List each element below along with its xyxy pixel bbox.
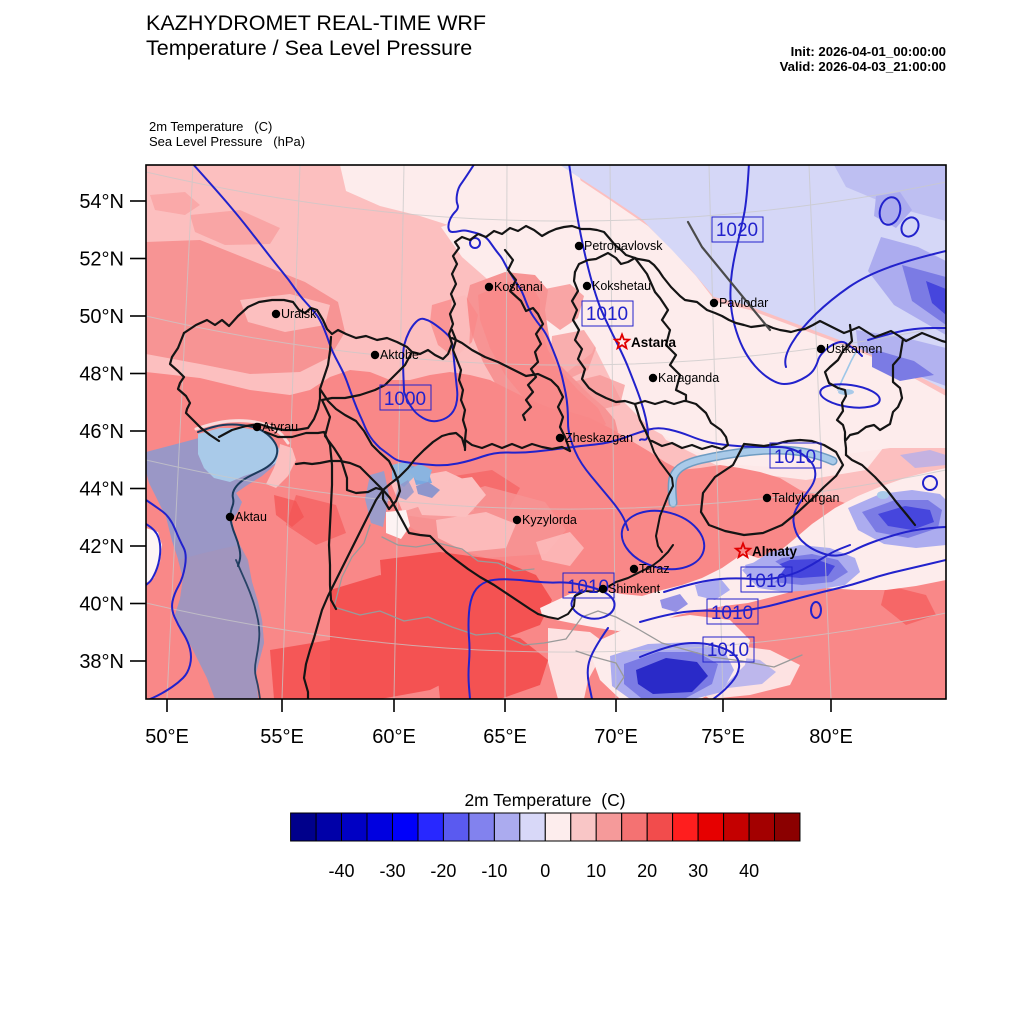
svg-text:Aktau: Aktau	[235, 510, 267, 524]
svg-text:10: 10	[586, 861, 606, 881]
svg-text:0: 0	[540, 861, 550, 881]
svg-text:Temperature / Sea Level Pressu: Temperature / Sea Level Pressure	[146, 36, 472, 60]
svg-text:Karaganda: Karaganda	[658, 371, 719, 385]
svg-text:60°E: 60°E	[372, 726, 416, 748]
svg-text:48°N: 48°N	[79, 364, 124, 386]
svg-text:52°N: 52°N	[79, 249, 124, 271]
svg-text:30: 30	[688, 861, 708, 881]
svg-text:Shimkent: Shimkent	[608, 582, 661, 596]
svg-text:Kyzylorda: Kyzylorda	[522, 513, 577, 527]
svg-text:46°N: 46°N	[79, 421, 124, 443]
svg-text:1000: 1000	[384, 389, 426, 410]
svg-text:-30: -30	[379, 861, 405, 881]
svg-text:1010: 1010	[567, 577, 609, 598]
svg-text:Aktobe: Aktobe	[380, 348, 419, 362]
svg-text:2m Temperature (C): 2m Temperature (C)	[149, 119, 272, 134]
svg-text:Pavlodar: Pavlodar	[719, 296, 768, 310]
svg-text:50°E: 50°E	[145, 726, 189, 748]
svg-text:20: 20	[637, 861, 657, 881]
svg-text:KAZHYDROMET REAL-TIME WRF: KAZHYDROMET REAL-TIME WRF	[146, 11, 486, 35]
svg-text:54°N: 54°N	[79, 191, 124, 213]
svg-text:1010: 1010	[745, 571, 787, 592]
svg-text:Uralsk: Uralsk	[281, 307, 317, 321]
svg-text:40: 40	[739, 861, 759, 881]
svg-text:Zheskazgan: Zheskazgan	[565, 431, 633, 445]
svg-text:Taraz: Taraz	[639, 562, 670, 576]
svg-text:65°E: 65°E	[483, 726, 527, 748]
svg-text:1010: 1010	[711, 603, 753, 624]
svg-text:70°E: 70°E	[594, 726, 638, 748]
svg-text:38°N: 38°N	[79, 651, 124, 673]
svg-text:1010: 1010	[774, 447, 816, 468]
svg-text:1010: 1010	[707, 640, 749, 661]
svg-text:80°E: 80°E	[809, 726, 853, 748]
svg-text:2m Temperature (C): 2m Temperature (C)	[464, 790, 625, 810]
svg-text:-20: -20	[430, 861, 456, 881]
svg-text:75°E: 75°E	[701, 726, 745, 748]
svg-text:Almaty: Almaty	[752, 544, 798, 559]
svg-text:Petropavlovsk: Petropavlovsk	[584, 239, 663, 253]
svg-text:-10: -10	[481, 861, 507, 881]
svg-text:-40: -40	[328, 861, 354, 881]
svg-text:Taldykurgan: Taldykurgan	[772, 491, 839, 505]
svg-text:Kokshetau: Kokshetau	[592, 279, 651, 293]
svg-text:Sea Level Pressure (hPa): Sea Level Pressure (hPa)	[149, 134, 305, 149]
svg-text:Kostanai: Kostanai	[494, 280, 543, 294]
svg-text:Valid: 2026-04-03_21:00:00: Valid: 2026-04-03_21:00:00	[780, 59, 946, 74]
svg-text:1020: 1020	[716, 220, 758, 241]
svg-text:40°N: 40°N	[79, 594, 124, 616]
svg-text:1010: 1010	[586, 304, 628, 325]
svg-text:Astana: Astana	[631, 335, 677, 350]
svg-text:Init: 2026-04-01_00:00:00: Init: 2026-04-01_00:00:00	[791, 44, 946, 59]
svg-text:50°N: 50°N	[79, 306, 124, 328]
svg-text:Ustkamen: Ustkamen	[826, 342, 882, 356]
svg-text:42°N: 42°N	[79, 536, 124, 558]
svg-text:44°N: 44°N	[79, 479, 124, 501]
svg-text:55°E: 55°E	[260, 726, 304, 748]
svg-text:Atyrau: Atyrau	[262, 420, 298, 434]
